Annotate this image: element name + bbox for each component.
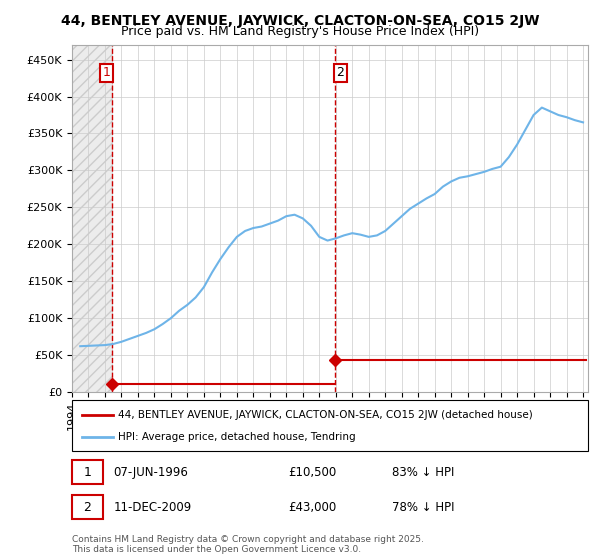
- Text: 11-DEC-2009: 11-DEC-2009: [113, 501, 191, 514]
- Text: Price paid vs. HM Land Registry's House Price Index (HPI): Price paid vs. HM Land Registry's House …: [121, 25, 479, 38]
- Text: 1: 1: [103, 66, 110, 79]
- Text: 78% ↓ HPI: 78% ↓ HPI: [392, 501, 454, 514]
- Text: 2: 2: [83, 501, 91, 514]
- Text: 07-JUN-1996: 07-JUN-1996: [113, 466, 188, 479]
- Text: 2: 2: [337, 66, 344, 79]
- Text: HPI: Average price, detached house, Tendring: HPI: Average price, detached house, Tend…: [118, 432, 356, 442]
- Bar: [335, 45, 591, 392]
- Text: 1: 1: [83, 466, 91, 479]
- Text: £10,500: £10,500: [289, 466, 337, 479]
- FancyBboxPatch shape: [72, 460, 103, 484]
- Bar: [72, 45, 112, 392]
- Bar: [72, 45, 112, 392]
- FancyBboxPatch shape: [72, 400, 588, 451]
- FancyBboxPatch shape: [72, 495, 103, 520]
- Text: 83% ↓ HPI: 83% ↓ HPI: [392, 466, 454, 479]
- Text: 44, BENTLEY AVENUE, JAYWICK, CLACTON-ON-SEA, CO15 2JW (detached house): 44, BENTLEY AVENUE, JAYWICK, CLACTON-ON-…: [118, 409, 533, 419]
- Text: £43,000: £43,000: [289, 501, 337, 514]
- Text: 44, BENTLEY AVENUE, JAYWICK, CLACTON-ON-SEA, CO15 2JW: 44, BENTLEY AVENUE, JAYWICK, CLACTON-ON-…: [61, 14, 539, 28]
- Text: Contains HM Land Registry data © Crown copyright and database right 2025.
This d: Contains HM Land Registry data © Crown c…: [72, 535, 424, 554]
- Bar: [112, 45, 335, 392]
